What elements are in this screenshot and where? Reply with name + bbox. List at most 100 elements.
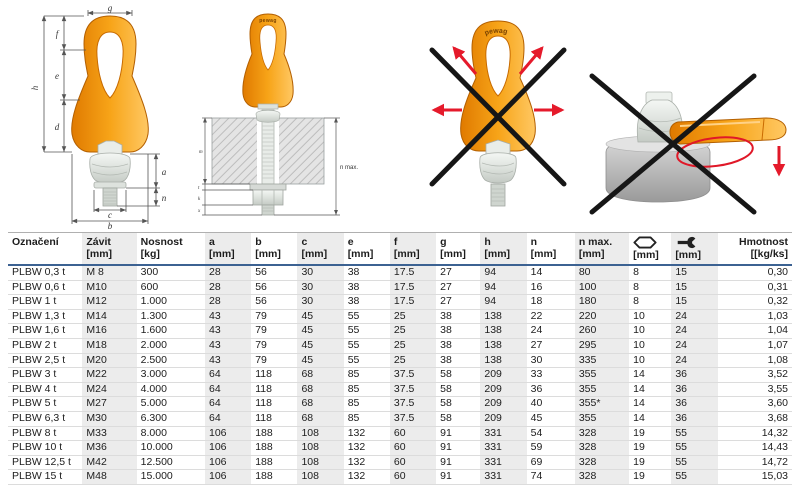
table-cell: 260: [574, 323, 630, 339]
table-cell: M10: [82, 280, 137, 296]
wrench-icon: [675, 236, 713, 249]
table-cell: 56: [251, 294, 298, 310]
table-cell: 55: [343, 323, 390, 339]
hex-socket-icon: [633, 236, 667, 249]
lifting-eye-body: pewag: [242, 13, 294, 108]
table-cell: 45: [297, 323, 344, 339]
table-cell: 18: [526, 294, 575, 310]
table-cell: 138: [480, 309, 527, 325]
table-cell: 27: [436, 265, 481, 281]
table-cell: 355: [574, 411, 630, 427]
table-cell: M18: [82, 338, 137, 354]
brand-text: pewag: [259, 18, 277, 24]
table-cell: M48: [82, 469, 137, 485]
table-cell: 15: [671, 294, 718, 310]
table-row: PLBW 12,5 t M42 12.500 106 188 108 132 60 91 331 6…: [8, 455, 792, 471]
table-cell: 331: [480, 426, 527, 442]
table-cell: 79: [251, 353, 298, 369]
table-cell: 60: [389, 440, 437, 456]
dimension-labels: m t k x n max.: [197, 150, 358, 214]
table-cell: 14: [629, 396, 672, 412]
table-cell: 3,68: [717, 411, 792, 427]
table-cell: 56: [251, 280, 298, 296]
table-cell: 10: [629, 309, 672, 325]
table-cell: 69: [526, 455, 575, 471]
table-cell: 300: [136, 265, 205, 281]
table-cell: 106: [204, 469, 252, 485]
table-cell: 64: [204, 396, 252, 412]
table-cell: 15: [671, 265, 718, 281]
table-row: PLBW 0,6 t M10 600 28 56 30 38 17.5 27 94 16 100 8 15…: [8, 280, 792, 296]
table-cell: 55: [343, 338, 390, 354]
table-cell: 0,30: [717, 265, 792, 281]
table-cell: 295: [574, 338, 630, 354]
table-row: PLBW 3 t M22 3.000 64 118 68 85 37.5 58 209 33 355 1…: [8, 367, 792, 383]
washer-and-nut: [249, 183, 287, 216]
table-row: PLBW 2 t M18 2.000 43 79 45 55 25 38 138 27 295 10 24…: [8, 338, 792, 354]
table-cell: 38: [436, 338, 481, 354]
table-cell: 1.000: [136, 294, 205, 310]
table-cell: 108: [297, 426, 344, 442]
table-cell: M24: [82, 382, 137, 398]
table-cell: 106: [204, 455, 252, 471]
table-cell: PLBW 15 t: [8, 469, 83, 485]
table-cell: 600: [136, 280, 205, 296]
table-cell: 40: [526, 396, 575, 412]
table-cell: 118: [251, 382, 298, 398]
table-cell: 355: [574, 382, 630, 398]
table-cell: PLBW 4 t: [8, 382, 83, 398]
table-cell: 106: [204, 440, 252, 456]
table-cell: 58: [436, 396, 481, 412]
table-cell: 38: [343, 280, 390, 296]
table-cell: 43: [204, 309, 252, 325]
table-cell: 118: [251, 367, 298, 383]
table-cell: 3,55: [717, 382, 792, 398]
figure-prohibited-side-loading: pewag: [429, 20, 567, 207]
table-cell: 85: [343, 367, 390, 383]
table-cell: 94: [480, 294, 527, 310]
svg-text:t: t: [198, 186, 200, 191]
table-cell: 45: [297, 338, 344, 354]
table-cell: 10: [629, 353, 672, 369]
table-cell: 30: [297, 265, 344, 281]
table-cell: 25: [389, 338, 437, 354]
table-cell: 3,52: [717, 367, 792, 383]
table-row: PLBW 8 t M33 8.000 106 188 108 132 60 91 331 54 328…: [8, 426, 792, 442]
table-cell: 55: [671, 426, 718, 442]
table-row: PLBW 1,6 t M16 1.600 43 79 45 55 25 38 138 24 260 10…: [8, 323, 792, 339]
base-cylinder: [605, 135, 711, 203]
table-cell: PLBW 12,5 t: [8, 455, 83, 471]
figures-strip: g f e h d a n c b pewag: [0, 0, 800, 230]
table-cell: 24: [671, 338, 718, 354]
svg-text:b: b: [108, 221, 113, 230]
table-cell: 27: [526, 338, 575, 354]
table-cell: 209: [480, 367, 527, 383]
table-cell: 43: [204, 323, 252, 339]
table-cell: 91: [436, 455, 481, 471]
table-cell: M33: [82, 426, 137, 442]
table-cell: 91: [436, 469, 481, 485]
table-cell: 3.000: [136, 367, 205, 383]
table-cell: 15: [671, 280, 718, 296]
svg-text:n max.: n max.: [340, 165, 358, 171]
table-cell: 55: [671, 440, 718, 456]
table-cell: 14,43: [717, 440, 792, 456]
table-cell: PLBW 3 t: [8, 367, 83, 383]
table-cell: PLBW 1,6 t: [8, 323, 83, 339]
table-cell: 36: [671, 382, 718, 398]
table-cell: 37.5: [389, 396, 437, 412]
col-header-f: f [mm]: [389, 232, 437, 266]
svg-text:h: h: [30, 85, 40, 90]
table-cell: 14: [526, 265, 575, 281]
table-cell: PLBW 5 t: [8, 396, 83, 412]
table-cell: 60: [389, 469, 437, 485]
table-cell: 68: [297, 382, 344, 398]
table-cell: 331: [480, 455, 527, 471]
table-cell: 38: [343, 265, 390, 281]
table-cell: 24: [671, 323, 718, 339]
table-cell: 328: [574, 440, 630, 456]
table-cell: 4.000: [136, 382, 205, 398]
table-cell: 3,60: [717, 396, 792, 412]
table-cell: M36: [82, 440, 137, 456]
